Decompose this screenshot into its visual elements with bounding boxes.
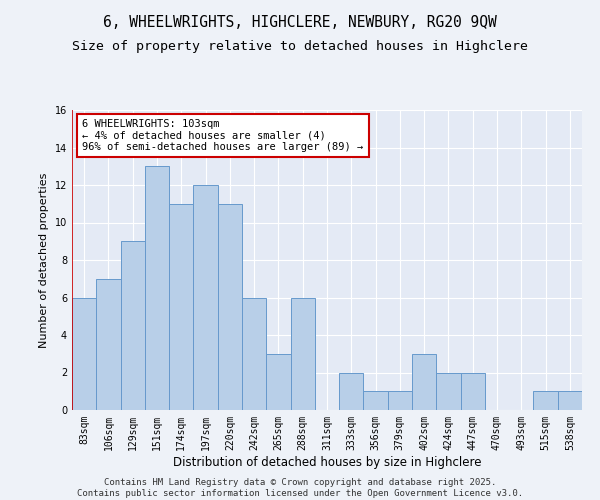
Text: Size of property relative to detached houses in Highclere: Size of property relative to detached ho…: [72, 40, 528, 53]
Bar: [436, 372, 461, 410]
Bar: [96, 279, 121, 410]
Bar: [121, 242, 145, 410]
Bar: [169, 204, 193, 410]
Bar: [145, 166, 169, 410]
Bar: [193, 185, 218, 410]
Bar: [266, 354, 290, 410]
Text: 6, WHEELWRIGHTS, HIGHCLERE, NEWBURY, RG20 9QW: 6, WHEELWRIGHTS, HIGHCLERE, NEWBURY, RG2…: [103, 15, 497, 30]
Bar: [72, 298, 96, 410]
Bar: [339, 372, 364, 410]
Text: 6 WHEELWRIGHTS: 103sqm
← 4% of detached houses are smaller (4)
96% of semi-detac: 6 WHEELWRIGHTS: 103sqm ← 4% of detached …: [82, 119, 364, 152]
Y-axis label: Number of detached properties: Number of detached properties: [39, 172, 49, 348]
Bar: [412, 354, 436, 410]
Bar: [218, 204, 242, 410]
Bar: [558, 391, 582, 410]
Bar: [388, 391, 412, 410]
Bar: [461, 372, 485, 410]
Text: Contains HM Land Registry data © Crown copyright and database right 2025.
Contai: Contains HM Land Registry data © Crown c…: [77, 478, 523, 498]
Bar: [533, 391, 558, 410]
Bar: [242, 298, 266, 410]
Bar: [364, 391, 388, 410]
X-axis label: Distribution of detached houses by size in Highclere: Distribution of detached houses by size …: [173, 456, 481, 468]
Bar: [290, 298, 315, 410]
